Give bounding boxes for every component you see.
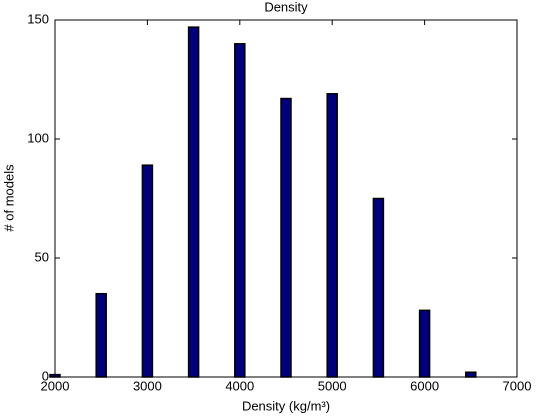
bar xyxy=(49,373,61,378)
x-axis-label: Density (kg/m³) xyxy=(242,398,330,413)
bar xyxy=(234,43,246,378)
y-tick-label: 100 xyxy=(27,130,49,145)
bar xyxy=(372,197,385,378)
x-tick-label: 4000 xyxy=(225,378,254,393)
y-tick-label: 50 xyxy=(35,249,49,264)
y-tick-label: 0 xyxy=(42,368,49,383)
x-tick-label: 2000 xyxy=(41,378,70,393)
chart-title: Density xyxy=(264,0,308,14)
bar xyxy=(187,26,200,378)
bar xyxy=(418,309,431,378)
x-tick-label: 6000 xyxy=(410,378,439,393)
x-tick-label: 3000 xyxy=(133,378,162,393)
bar xyxy=(95,292,107,378)
x-tick-label: 5000 xyxy=(318,378,347,393)
y-tick-label: 150 xyxy=(27,11,49,26)
y-axis-label: # of models xyxy=(1,164,16,232)
bar xyxy=(326,93,338,378)
x-tick-label: 7000 xyxy=(503,378,532,393)
bar xyxy=(280,97,292,378)
bar xyxy=(465,371,477,378)
bar xyxy=(141,164,154,378)
